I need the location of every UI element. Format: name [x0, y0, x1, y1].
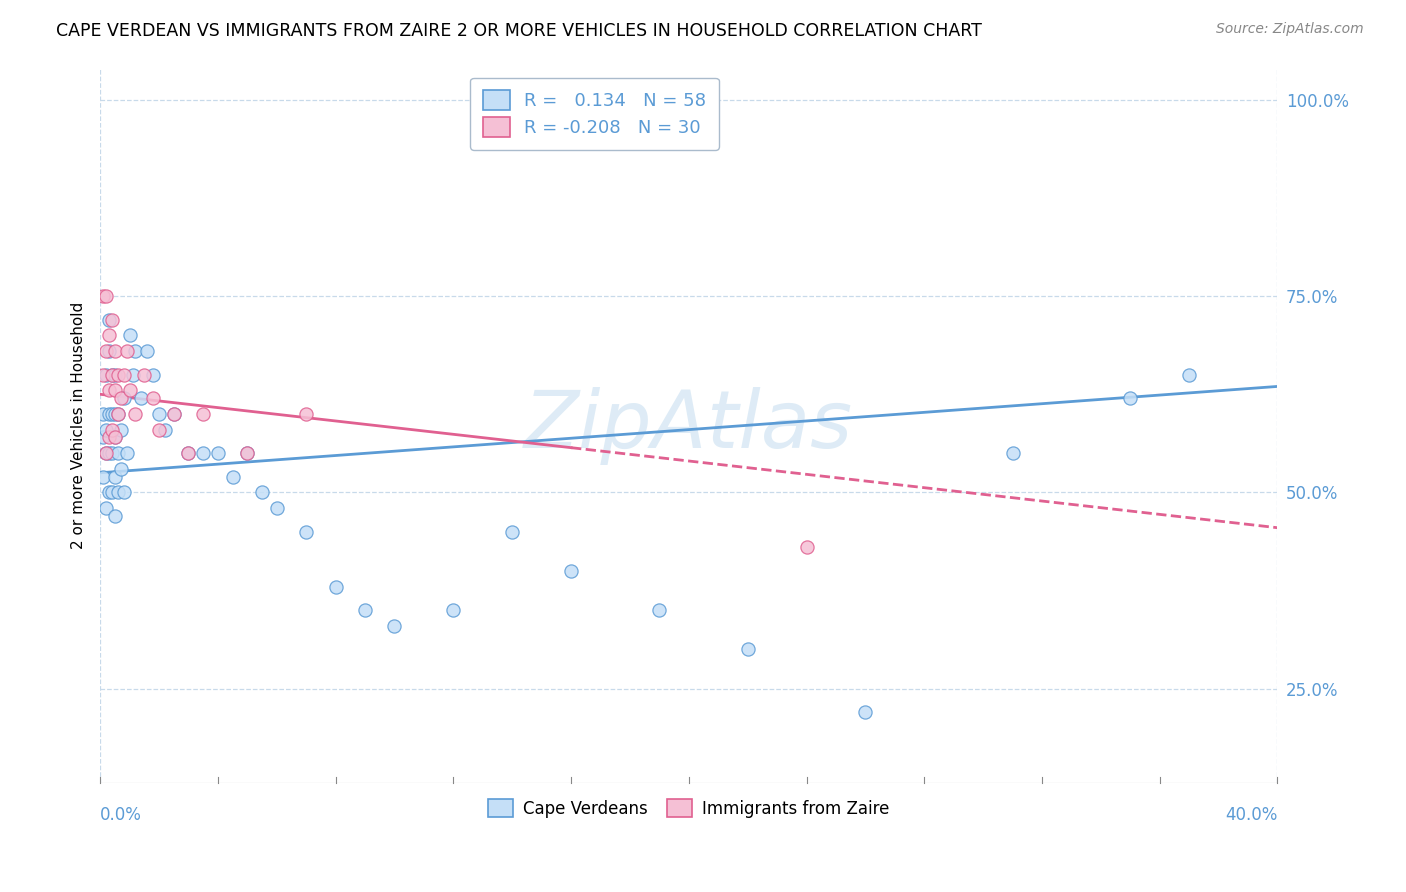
Point	[110, 423, 132, 437]
Point	[104, 430, 127, 444]
Point	[1119, 391, 1142, 405]
Point	[121, 368, 143, 382]
Point	[94, 501, 117, 516]
Point	[104, 407, 127, 421]
Point	[295, 524, 318, 539]
Point	[118, 328, 141, 343]
Point	[104, 469, 127, 483]
Point	[148, 423, 170, 437]
Point	[354, 603, 377, 617]
Y-axis label: 2 or more Vehicles in Household: 2 or more Vehicles in Household	[72, 302, 86, 549]
Point	[104, 368, 127, 382]
Point	[97, 312, 120, 326]
Point	[1001, 446, 1024, 460]
Point	[91, 289, 114, 303]
Point	[94, 446, 117, 460]
Point	[107, 485, 129, 500]
Point	[115, 344, 138, 359]
Point	[101, 368, 124, 382]
Point	[560, 564, 582, 578]
Point	[124, 407, 146, 421]
Point	[177, 446, 200, 460]
Point	[91, 469, 114, 483]
Point	[97, 407, 120, 421]
Point	[796, 541, 818, 555]
Point	[107, 446, 129, 460]
Point	[94, 446, 117, 460]
Point	[94, 344, 117, 359]
Point	[115, 446, 138, 460]
Point	[177, 446, 200, 460]
Point	[107, 368, 129, 382]
Point	[101, 446, 124, 460]
Point	[97, 328, 120, 343]
Point	[118, 384, 141, 398]
Point	[142, 391, 165, 405]
Point	[91, 407, 114, 421]
Point	[97, 446, 120, 460]
Point	[101, 423, 124, 437]
Point	[221, 469, 243, 483]
Point	[107, 407, 129, 421]
Point	[266, 501, 288, 516]
Point	[148, 407, 170, 421]
Point	[104, 344, 127, 359]
Point	[384, 619, 406, 633]
Point	[648, 603, 671, 617]
Point	[110, 462, 132, 476]
Point	[131, 391, 153, 405]
Text: 40.0%: 40.0%	[1225, 806, 1278, 824]
Point	[94, 368, 117, 382]
Point	[250, 485, 273, 500]
Point	[101, 407, 124, 421]
Point	[153, 423, 176, 437]
Point	[97, 485, 120, 500]
Point	[112, 391, 135, 405]
Point	[94, 289, 117, 303]
Point	[441, 603, 464, 617]
Point	[107, 407, 129, 421]
Text: ZipAtlas: ZipAtlas	[524, 386, 853, 465]
Point	[97, 430, 120, 444]
Point	[207, 446, 229, 460]
Point	[97, 344, 120, 359]
Point	[97, 384, 120, 398]
Point	[91, 430, 114, 444]
Text: Source: ZipAtlas.com: Source: ZipAtlas.com	[1216, 22, 1364, 37]
Text: 0.0%: 0.0%	[100, 806, 142, 824]
Point	[163, 407, 186, 421]
Text: CAPE VERDEAN VS IMMIGRANTS FROM ZAIRE 2 OR MORE VEHICLES IN HOUSEHOLD CORRELATIO: CAPE VERDEAN VS IMMIGRANTS FROM ZAIRE 2 …	[56, 22, 983, 40]
Point	[191, 446, 214, 460]
Point	[104, 508, 127, 523]
Point	[104, 384, 127, 398]
Point	[142, 368, 165, 382]
Point	[855, 705, 877, 719]
Point	[124, 344, 146, 359]
Point	[136, 344, 159, 359]
Point	[236, 446, 259, 460]
Point	[101, 312, 124, 326]
Point	[191, 407, 214, 421]
Point	[112, 485, 135, 500]
Point	[163, 407, 186, 421]
Point	[737, 642, 759, 657]
Point	[101, 485, 124, 500]
Point	[236, 446, 259, 460]
Point	[91, 368, 114, 382]
Point	[134, 368, 156, 382]
Point	[104, 430, 127, 444]
Point	[112, 368, 135, 382]
Point	[1178, 368, 1201, 382]
Point	[325, 580, 347, 594]
Point	[94, 423, 117, 437]
Point	[101, 368, 124, 382]
Legend: Cape Verdeans, Immigrants from Zaire: Cape Verdeans, Immigrants from Zaire	[481, 792, 897, 824]
Point	[110, 391, 132, 405]
Point	[501, 524, 523, 539]
Point	[295, 407, 318, 421]
